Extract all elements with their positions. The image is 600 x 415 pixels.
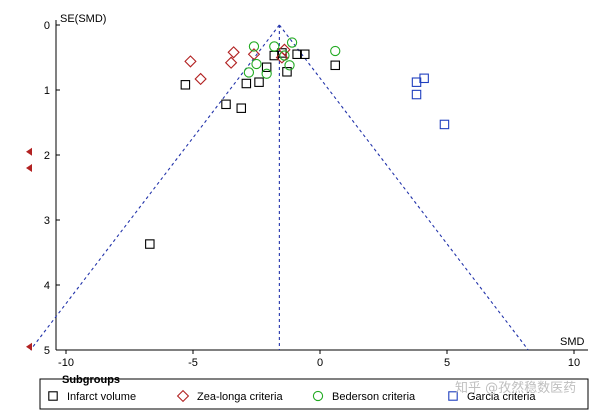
data-point-circle — [243, 67, 255, 78]
funnel-left-line — [30, 24, 280, 351]
y-tick-label: 4 — [44, 280, 50, 292]
watermark: 知乎 @孜然稳数医药 — [455, 380, 576, 396]
data-point-circle — [284, 60, 295, 71]
data-point-square — [48, 391, 58, 401]
x-tick-label: -5 — [188, 357, 198, 369]
data-point-square — [448, 391, 458, 401]
data-point-square — [419, 73, 429, 84]
x-tick-label: -10 — [58, 357, 74, 369]
data-point-square — [261, 62, 272, 72]
data-point-circle — [286, 37, 298, 48]
legend: Subgroups Infarct volume Zea-longa criter… — [39, 374, 589, 410]
data-point-diamond — [227, 46, 240, 59]
y-axis-label: SE(SMD) — [60, 13, 106, 25]
data-point-diamond — [176, 389, 190, 403]
arrow-marker — [26, 342, 32, 351]
data-point-square — [330, 60, 340, 71]
x-axis-label: SMD — [560, 336, 585, 348]
funnel-right-line — [278, 24, 529, 351]
data-point-square — [180, 80, 191, 90]
data-point-circle — [279, 50, 290, 61]
data-point-diamond — [184, 55, 197, 68]
data-point-square — [241, 78, 252, 89]
x-tick-label: 10 — [568, 357, 580, 369]
missing-study-arrows — [26, 147, 32, 351]
legend-label: Infarct volume — [67, 391, 136, 403]
data-point-square — [221, 99, 231, 110]
data-point-square — [236, 103, 247, 113]
data-point-circle — [251, 58, 262, 70]
y-tick-label: 3 — [44, 215, 50, 227]
data-point-square — [292, 49, 302, 59]
data-point-square — [300, 49, 310, 59]
study-points — [145, 37, 450, 249]
y-tick-label: 1 — [44, 85, 50, 97]
x-tick-label: 5 — [444, 357, 450, 369]
x-tick-label: 0 — [317, 357, 323, 369]
arrow-marker — [26, 147, 32, 156]
legend-items: Infarct volume Zea-longa criteria Bederson… — [48, 389, 536, 403]
data-point-square — [411, 89, 422, 100]
arrow-marker — [26, 164, 32, 172]
y-tick-label: 0 — [44, 20, 50, 32]
data-point-square — [439, 119, 450, 130]
data-point-diamond — [224, 56, 238, 69]
data-point-circle — [312, 390, 324, 402]
data-point-circle — [269, 41, 280, 52]
x-ticks: -10 -5 0 5 10 — [58, 350, 580, 369]
legend-box — [39, 378, 589, 410]
legend-label: Bederson criteria — [332, 391, 416, 403]
data-point-square — [254, 77, 264, 87]
legend-title: Subgroups — [62, 374, 120, 386]
funnel-lines — [30, 24, 529, 351]
data-point-circle — [261, 68, 272, 79]
y-tick-label: 5 — [44, 345, 50, 357]
y-tick-label: 2 — [44, 150, 50, 162]
data-point-circle — [330, 45, 341, 57]
data-point-diamond — [275, 51, 289, 64]
data-point-diamond — [247, 48, 261, 61]
legend-label: Zea-longa criteria — [197, 391, 283, 403]
data-point-square — [282, 67, 292, 77]
data-point-square — [145, 239, 155, 249]
legend-label: Garcia criteria — [467, 391, 536, 403]
data-point-circle — [248, 41, 260, 52]
data-point-diamond — [194, 72, 207, 86]
y-ticks: 0 1 2 3 4 5 — [44, 20, 60, 357]
